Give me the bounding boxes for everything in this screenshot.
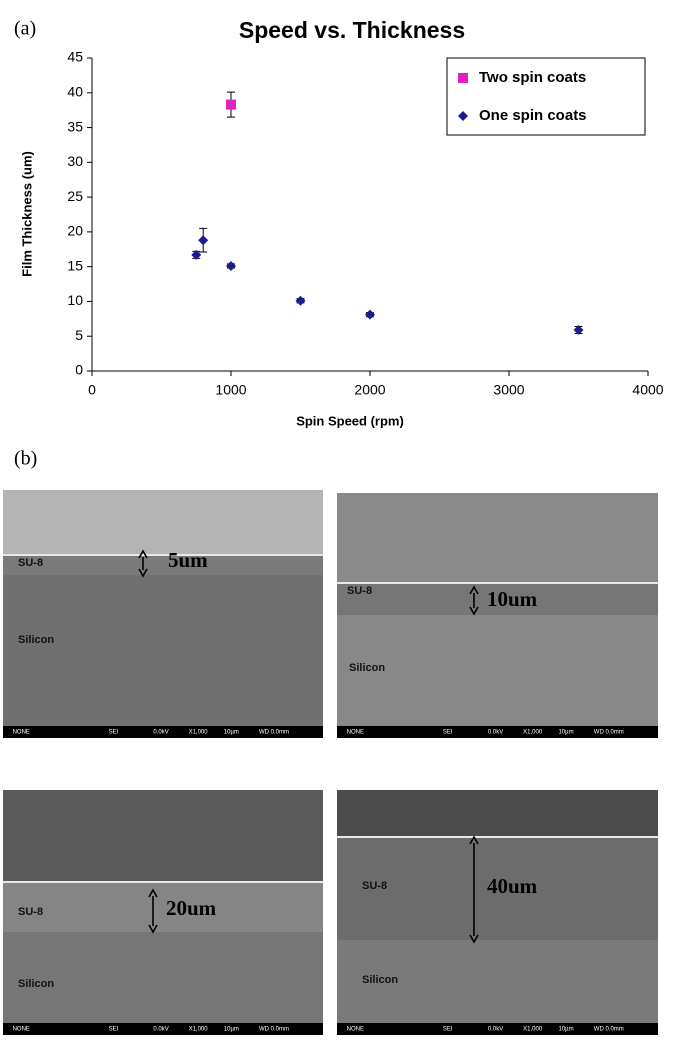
thickness-label: 10um [487, 587, 538, 611]
marker [191, 249, 202, 260]
info-text: WD 0.0mm [594, 730, 624, 736]
y-tick-label: 20 [67, 223, 83, 239]
sem-image: SU-8 Silicon 10um NONE SEI 0.0kV X1,000 10µm WD … [337, 493, 658, 738]
y-tick-label: 0 [75, 362, 83, 378]
y-tick-label: 15 [67, 257, 83, 273]
x-tick-label: 2000 [354, 382, 385, 398]
info-text: WD 0.0mm [259, 1027, 289, 1033]
marker [295, 295, 306, 306]
marker [226, 99, 236, 110]
info-text: SEI [443, 1027, 453, 1033]
info-bar [3, 726, 323, 738]
info-text: NONE [13, 730, 30, 736]
info-text: 10µm [558, 730, 573, 736]
legend-label: Two spin coats [479, 69, 586, 86]
info-text: SEI [109, 1027, 119, 1033]
y-axis-label: Film Thickness (um) [19, 151, 34, 277]
image-top [3, 790, 323, 882]
legend-label: One spin coats [479, 107, 587, 124]
info-text: 10µm [224, 1027, 239, 1033]
su8-label: SU-8 [18, 906, 43, 918]
sem-image: SU-8 Silicon 40um NONE SEI 0.0kV X1,000 10µm WD … [337, 790, 658, 1035]
info-bar [3, 1023, 323, 1035]
sem-image: SU-8 Silicon 20um NONE SEI 0.0kV X1,000 10µm WD … [3, 790, 323, 1035]
info-text: WD 0.0mm [594, 1027, 624, 1033]
thickness-label: 40um [487, 874, 538, 898]
thickness-label: 5um [168, 548, 208, 572]
silicon-label: Silicon [349, 662, 385, 674]
sem-image: SU-8 Silicon 5um NONE SEI 0.0kV X1,000 10µm WD 0… [3, 490, 323, 738]
thickness-arrow [469, 835, 479, 944]
image-top [3, 490, 323, 555]
y-tick-label: 30 [67, 153, 83, 169]
info-text: 0.0kV [488, 730, 503, 736]
x-tick-label: 0 [88, 382, 96, 398]
y-tick-label: 5 [75, 327, 83, 343]
su8-layer [337, 837, 658, 940]
info-text: 10µm [558, 1027, 573, 1033]
info-text: NONE [347, 1027, 364, 1033]
chart-title: Speed vs. Thickness [239, 17, 465, 43]
info-text: NONE [13, 1027, 30, 1033]
info-text: NONE [347, 730, 364, 736]
y-tick-label: 25 [67, 188, 83, 204]
info-text: 0.0kV [488, 1027, 503, 1033]
silicon-label: Silicon [18, 634, 54, 646]
info-text: 10µm [224, 730, 239, 736]
marker [226, 260, 236, 271]
marker [458, 73, 468, 83]
info-text: 0.0kV [153, 1027, 168, 1033]
panel-label: (b) [14, 448, 37, 470]
su8-layer [337, 583, 658, 615]
silicon-label: Silicon [362, 974, 398, 986]
image-top [337, 493, 658, 583]
info-text: SEI [443, 730, 453, 736]
x-tick-label: 1000 [215, 382, 246, 398]
x-tick-label: 3000 [493, 382, 524, 398]
info-text: 0.0kV [153, 730, 168, 736]
su8-layer [3, 882, 323, 932]
marker [198, 235, 209, 246]
x-axis-label: Spin Speed (rpm) [296, 413, 404, 428]
marker [365, 309, 375, 320]
info-text: X1,000 [523, 730, 543, 736]
x-tick-label: 4000 [632, 382, 663, 398]
su8-label: SU-8 [18, 557, 43, 569]
su8-label: SU-8 [347, 585, 372, 597]
y-tick-label: 40 [67, 83, 83, 99]
thickness-arrow [148, 888, 158, 934]
info-text: X1,000 [523, 1027, 543, 1033]
legend-box [446, 57, 646, 136]
su8-label: SU-8 [362, 880, 387, 892]
silicon-label: Silicon [18, 978, 54, 990]
info-text: SEI [109, 730, 119, 736]
info-bar [337, 726, 658, 738]
y-tick-label: 35 [67, 118, 83, 134]
info-text: X1,000 [189, 1027, 209, 1033]
marker [573, 324, 584, 335]
su8-layer [3, 555, 323, 575]
info-text: X1,000 [189, 730, 209, 736]
y-tick-label: 10 [67, 292, 83, 308]
info-bar [337, 1023, 658, 1035]
thickness-arrow [469, 585, 479, 616]
info-text: WD 0.0mm [259, 730, 289, 736]
y-tick-label: 45 [67, 49, 83, 65]
image-top [337, 790, 658, 837]
marker [458, 111, 468, 121]
thickness-arrow [138, 549, 148, 578]
thickness-label: 20um [166, 896, 217, 920]
panel-label: (a) [14, 18, 36, 40]
